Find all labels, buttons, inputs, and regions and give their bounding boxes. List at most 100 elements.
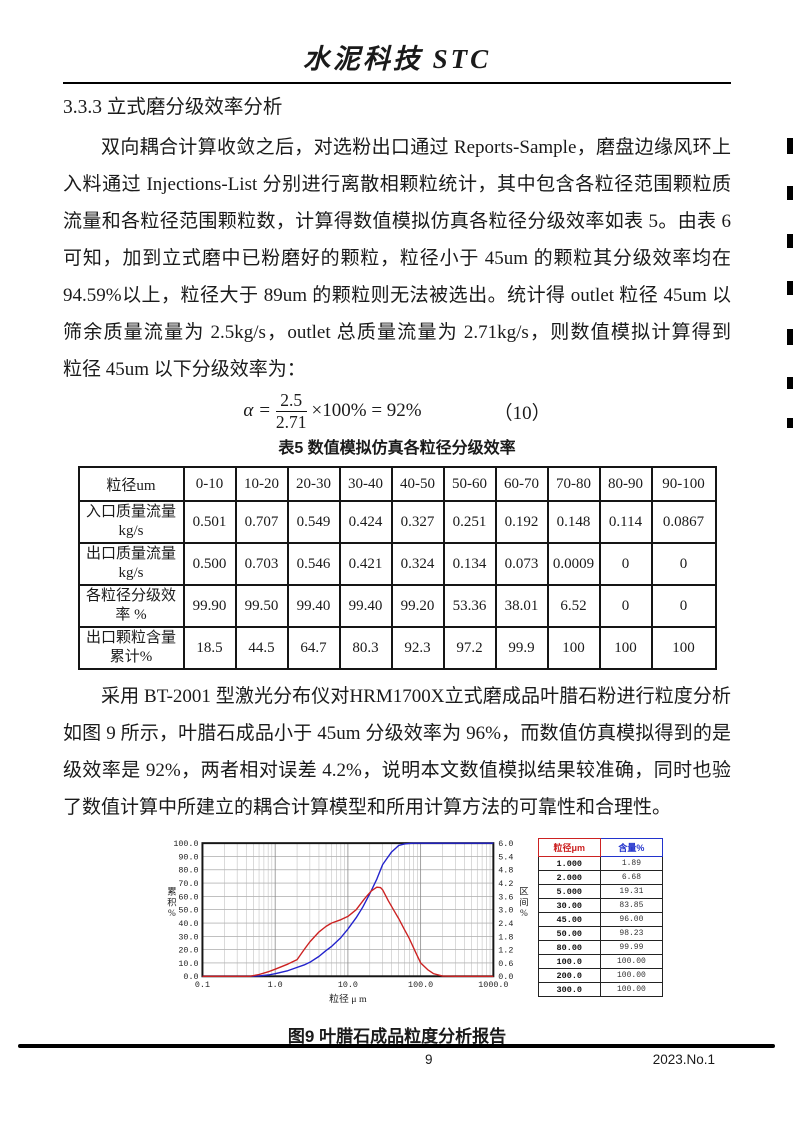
- text-line: 如图 9 所示，叶腊石成品小于 45um 分级效率为 96%，而数值仿真模拟得到…: [63, 723, 731, 744]
- text-line: 可知，加到立式磨中已粉磨好的颗粒，粒径小于 45um 的颗粒其分级效率均在: [63, 248, 731, 269]
- table-cell: 18.5: [182, 626, 237, 670]
- y-axis-tick-left: 70.0: [178, 879, 198, 889]
- table-cell: 0.114: [598, 500, 653, 544]
- chart-data-table-wrap: 粒径μm 含量% 1.000 1.89 2.000 6.68 5.000 19.31 30.00…: [537, 838, 664, 997]
- table-cell: 0.073: [494, 542, 549, 586]
- table-cell: 38.01: [494, 584, 549, 628]
- scan-artifact: [787, 329, 793, 345]
- header-divider: [63, 82, 731, 84]
- scan-artifact: [787, 377, 793, 389]
- page-number: 9: [425, 1052, 433, 1067]
- y-axis-label-left: 积: [167, 896, 176, 908]
- chart-table-cell: 100.0: [537, 954, 601, 969]
- table-cell: 100: [598, 626, 653, 670]
- table-cell: 80.3: [338, 626, 393, 670]
- table-cell: 92.3: [390, 626, 445, 670]
- equation-rhs: ×100% = 92%: [311, 400, 422, 421]
- scan-artifact: [787, 234, 793, 248]
- table-header-cell: 50-60: [442, 466, 497, 502]
- table-header-cell: 30-40: [338, 466, 393, 502]
- chart-table-cell: 100.00: [599, 968, 664, 983]
- table-cell: 0.0867: [650, 500, 717, 544]
- chart-table-cell: 50.00: [537, 926, 601, 941]
- text-line: 粒径 45um 以下分级效率为：: [63, 359, 306, 380]
- table-cell: 99.40: [338, 584, 393, 628]
- x-axis-tick: 1000.0: [478, 980, 508, 990]
- table-cell: 0.500: [182, 542, 237, 586]
- y-axis-tick-left: 40.0: [178, 919, 198, 929]
- chart-table-cell: 1.89: [599, 856, 664, 871]
- y-axis-label-right: 区: [519, 886, 528, 897]
- figure-caption: 图9 叶腊石成品粒度分析报告: [287, 1027, 507, 1046]
- table-cell: 0.324: [390, 542, 445, 586]
- table-header-cell: 60-70: [494, 466, 549, 502]
- table-row-label: 入口质量流量 kg/s: [77, 500, 185, 544]
- table-cell: 99.50: [234, 584, 289, 628]
- table-header-cell: 10-20: [234, 466, 289, 502]
- y-axis-tick-left: 90.0: [178, 852, 198, 862]
- table-cell: 0.192: [494, 500, 549, 544]
- table-cell: 0.327: [390, 500, 445, 544]
- paragraph-2: 采用 BT-2001 型激光分布仪对HRM1700X立式磨成品叶腊石粉进行粒度分…: [63, 678, 731, 826]
- y-axis-label-right: %: [520, 909, 528, 919]
- y-axis-tick-left: 30.0: [178, 932, 198, 942]
- table-cell: 64.7: [286, 626, 341, 670]
- chart-table-cell: 19.31: [599, 884, 664, 899]
- table-cell: 99.90: [182, 584, 237, 628]
- x-axis-label: 粒径 μ m: [329, 992, 367, 1005]
- table-cell: 0: [598, 542, 653, 586]
- x-axis-tick: 1.0: [268, 980, 283, 990]
- y-axis-tick-right: 1.8: [498, 932, 513, 942]
- table-cell: 0.251: [442, 500, 497, 544]
- table-cell: 100: [650, 626, 717, 670]
- table-row-label: 各粒径分级效率 %: [77, 584, 185, 628]
- table-cell: 0.148: [546, 500, 601, 544]
- table-cell: 0.549: [286, 500, 341, 544]
- table-header-cell: 80-90: [598, 466, 653, 502]
- section-heading: 3.3.3 立式磨分级效率分析: [63, 97, 283, 118]
- x-axis-tick: 10.0: [338, 980, 358, 990]
- fraction-denominator: 2.71: [275, 411, 307, 432]
- x-axis-tick: 0.1: [195, 980, 210, 990]
- y-axis-tick-right: 4.2: [498, 879, 513, 889]
- chart-table-cell: 100.00: [599, 982, 664, 997]
- y-axis-label-left: %: [168, 909, 176, 919]
- table-row-label: 出口质量流量 kg/s: [77, 542, 185, 586]
- table-cell: 0.546: [286, 542, 341, 586]
- chart-table-cell: 45.00: [537, 912, 601, 927]
- y-axis-tick-left: 60.0: [178, 892, 198, 902]
- chart-table-cell: 80.00: [537, 940, 601, 955]
- table-header-cell: 40-50: [390, 466, 445, 502]
- table-header-cell: 粒径um: [77, 466, 185, 502]
- y-axis-tick-left: 100.0: [173, 839, 198, 849]
- cumulative-curve: [202, 842, 494, 977]
- scan-artifact: [787, 186, 793, 200]
- y-axis-tick-right: 2.4: [498, 919, 513, 929]
- table-cell: 100: [546, 626, 601, 670]
- table-cell: 99.40: [286, 584, 341, 628]
- table-cell: 0: [650, 542, 717, 586]
- chart-plot: 100.0 90.0 80.0 70.0 60.0 50.0 40.0 30.0 20.0 10.…: [167, 839, 528, 1005]
- equation: α = 2.5 2.71 ×100% = 92% （10）: [63, 388, 731, 434]
- y-axis-tick-left: 50.0: [178, 906, 198, 916]
- table-cell: 0.421: [338, 542, 393, 586]
- chart-table-header: 含量%: [599, 838, 664, 857]
- chart-table-header: 粒径μm: [537, 838, 601, 857]
- table-header-cell: 0-10: [182, 466, 237, 502]
- y-axis-label-right: 间: [519, 896, 528, 908]
- chart-table-cell: 98.23: [599, 926, 664, 941]
- table-header-cell: 20-30: [286, 466, 341, 502]
- table-header-cell: 90-100: [650, 466, 717, 502]
- table-cell: 99.9: [494, 626, 549, 670]
- y-axis-tick-left: 20.0: [178, 946, 198, 956]
- table-cell: 53.36: [442, 584, 497, 628]
- table-cell: 44.5: [234, 626, 289, 670]
- chart-table-cell: 300.0: [537, 982, 601, 997]
- y-axis-tick-right: 1.2: [498, 946, 513, 956]
- y-axis-tick-right: 4.8: [498, 866, 513, 876]
- chart-table-cell: 100.00: [599, 954, 664, 969]
- scan-artifact: [787, 418, 793, 428]
- issue-label: 2023.No.1: [652, 1052, 715, 1067]
- scan-artifact: [787, 281, 793, 295]
- x-axis-tick: 100.0: [408, 980, 433, 990]
